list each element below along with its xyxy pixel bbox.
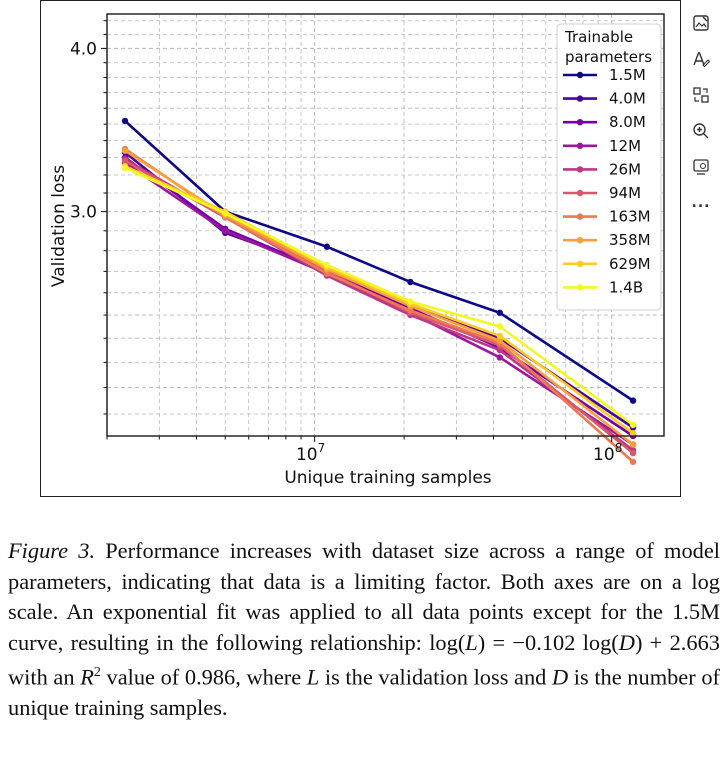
x-tick-label: 108: [593, 441, 622, 465]
legend-label: 12M: [609, 137, 641, 155]
caption-text-3: value of 0.986, where: [100, 664, 307, 690]
y-tick-label: 3.0: [70, 203, 97, 223]
caption-text-2: with an: [8, 664, 81, 690]
legend-item-4.0M: 4.0M: [563, 90, 646, 108]
legend-marker: [576, 166, 584, 173]
caption-eq-mid: ) = −0.102 log(: [477, 629, 619, 655]
data-point: [222, 210, 229, 217]
data-point: [629, 397, 637, 404]
legend-label: 94M: [609, 184, 641, 202]
caption-eq-L: L: [465, 629, 478, 655]
legend-item-94M: 94M: [563, 184, 641, 202]
data-point: [407, 307, 414, 314]
data-point: [629, 441, 637, 448]
legend-marker: [576, 95, 584, 102]
data-point: [121, 117, 129, 125]
ticks: 4.0 3.0 107 108: [70, 20, 622, 465]
series-line: [124, 119, 634, 402]
caption-var-D: D: [551, 664, 569, 690]
data-point: [121, 147, 129, 154]
legend-item-163M: 163M: [563, 208, 651, 226]
data-point: [629, 458, 637, 466]
more-icon[interactable]: ...: [691, 195, 711, 211]
data-point: [407, 298, 414, 305]
data-point: [121, 157, 129, 165]
data-point: [323, 261, 331, 269]
x-axis-label: Unique training samples: [284, 468, 491, 488]
zoom-in-icon[interactable]: [688, 118, 714, 144]
y-tick-label: 4.0: [70, 39, 97, 59]
legend: Trainable parameters 1.5M 4.0M 8.0M 12M 26M 9…: [556, 23, 662, 311]
data-point: [496, 337, 503, 344]
caption-eq-log1: log(: [429, 629, 466, 655]
legend-item-358M: 358M: [563, 231, 651, 249]
legend-label: 629M: [609, 255, 651, 273]
caption-label: Figure 3.: [8, 538, 96, 563]
caption-eq-R: R: [80, 664, 94, 690]
legend-marker: [576, 142, 584, 149]
data-point: [496, 309, 503, 316]
legend-item-26M: 26M: [563, 160, 641, 178]
data-point: [629, 429, 637, 437]
image-edit-icon[interactable]: [688, 10, 714, 36]
legend-marker: [576, 119, 584, 126]
x-tick-label: 107: [296, 441, 325, 465]
legend-title-line1: Trainable: [564, 28, 633, 46]
data-point: [496, 323, 503, 330]
caption-eq-R-sup: 2: [93, 665, 101, 680]
caption-var-L: L: [306, 664, 320, 690]
legend-marker: [576, 260, 584, 267]
caption-eq-D: D: [618, 629, 635, 655]
data-point: [629, 449, 637, 457]
data-point: [629, 421, 637, 429]
caption-text-1: Performance increases with dataset size …: [8, 538, 720, 655]
legend-label: 163M: [609, 208, 651, 226]
data-point: [496, 354, 503, 361]
y-axis-label: Validation loss: [49, 165, 69, 287]
legend-marker: [576, 284, 584, 291]
data-point: [496, 346, 503, 354]
legend-label: 26M: [609, 160, 641, 178]
legend-marker: [576, 213, 584, 220]
legend-item-8.0M: 8.0M: [563, 113, 646, 131]
legend-label: 8.0M: [609, 113, 646, 131]
series-line: [124, 166, 634, 426]
data-point: [222, 227, 229, 235]
legend-label: 1.5M: [609, 66, 646, 84]
series-1.4B: [121, 164, 637, 429]
swap-icon[interactable]: [688, 82, 714, 108]
series-layer: [121, 117, 637, 466]
figure-frame: [40, 0, 681, 497]
side-toolbar: ...: [684, 10, 718, 226]
data-point: [121, 164, 129, 172]
legend-title-line2: parameters: [565, 48, 652, 66]
caption-eq-end: ) + 2.663: [634, 629, 720, 655]
data-point: [496, 332, 503, 340]
legend-label: 4.0M: [609, 90, 646, 108]
legend-marker: [576, 189, 584, 197]
legend-marker: [576, 71, 584, 79]
screenshot-icon[interactable]: [688, 154, 714, 180]
legend-label: 1.4B: [609, 278, 643, 296]
figure-caption: Figure 3. Performance increases with dat…: [8, 536, 720, 723]
plot-border: [106, 13, 665, 437]
caption-text-4: is the validation loss and: [319, 664, 552, 690]
legend-item-12M: 12M: [563, 137, 641, 155]
legend-label: 358M: [609, 231, 651, 249]
legend-item-1.4B: 1.4B: [563, 278, 643, 296]
legend-item-629M: 629M: [563, 255, 651, 273]
legend-item-1.5M: 1.5M: [563, 66, 646, 84]
caption-text-5: is the number of unique training samples…: [8, 664, 720, 720]
text-edit-icon[interactable]: [688, 46, 714, 72]
data-point: [323, 243, 331, 250]
chart: 4.0 3.0 107 108 Unique training samples Val…: [49, 13, 665, 488]
series-line: [124, 165, 634, 435]
legend-marker: [576, 237, 584, 244]
data-point: [407, 278, 414, 286]
